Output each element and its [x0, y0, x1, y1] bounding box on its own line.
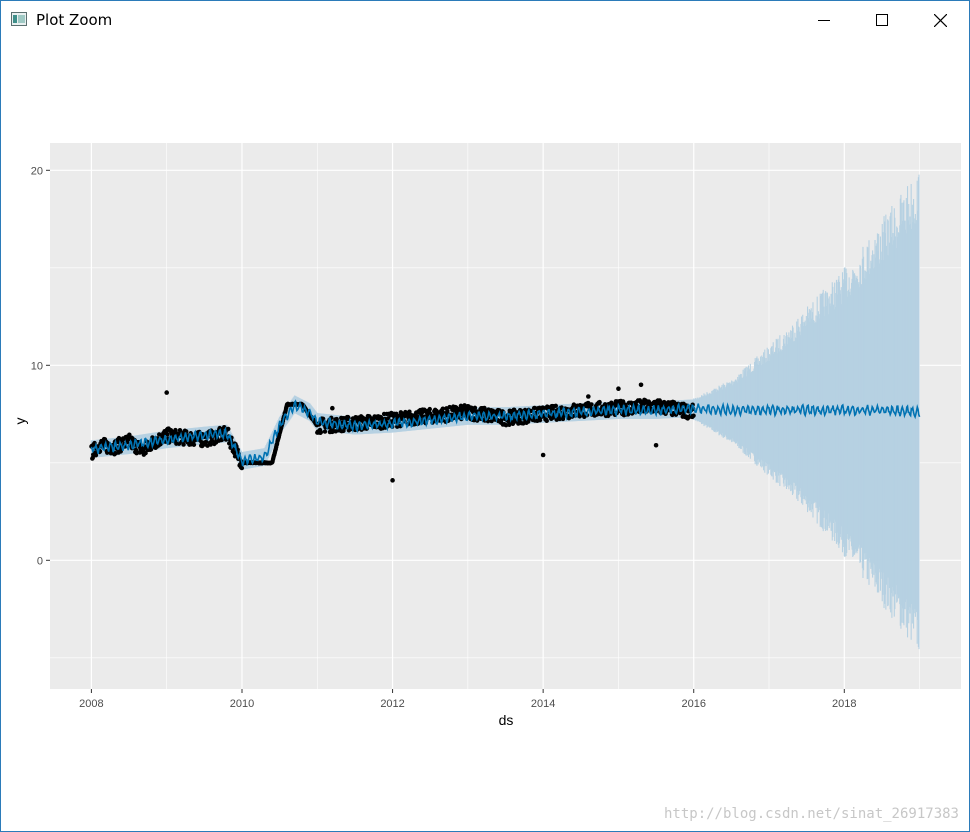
- observed-point: [181, 442, 186, 447]
- y-tick-label: 20: [31, 165, 43, 177]
- forecast-line: [90, 399, 921, 467]
- observed-point: [165, 432, 170, 437]
- maximize-icon: [876, 14, 888, 26]
- outlier-point: [653, 442, 659, 448]
- observed-point: [208, 442, 213, 447]
- observed-point: [318, 430, 324, 435]
- major-grid: [50, 143, 961, 689]
- title-bar[interactable]: Plot Zoom: [1, 1, 969, 39]
- y-axis: 0 10 20: [31, 165, 50, 567]
- x-tick-label: 2016: [681, 698, 705, 710]
- observed-point: [341, 428, 346, 434]
- observed-point: [143, 450, 148, 456]
- minimize-icon: [818, 20, 830, 21]
- observed-point: [589, 402, 594, 407]
- outlier-point: [330, 405, 335, 411]
- outlier-point: [586, 394, 591, 399]
- observed-point: [239, 465, 245, 471]
- x-axis: 2008 2010 2012 2014 2016 2018: [79, 689, 857, 710]
- app-icon: [11, 12, 27, 26]
- observed-point: [447, 404, 452, 410]
- x-tick-label: 2010: [230, 698, 254, 710]
- x-tick-label: 2012: [380, 698, 404, 710]
- observed-point: [427, 406, 432, 412]
- observed-point: [231, 450, 237, 456]
- observed-point: [553, 403, 558, 408]
- close-button[interactable]: [911, 1, 969, 39]
- observed-point: [173, 427, 178, 433]
- outlier-point: [638, 382, 644, 388]
- outlier-point: [164, 390, 169, 395]
- observed-point: [322, 429, 328, 434]
- observed-point: [232, 454, 238, 459]
- observed-point: [506, 419, 512, 424]
- observed-point: [191, 442, 197, 447]
- observed-point: [226, 426, 231, 432]
- observed-point: [507, 422, 512, 427]
- observed-point: [472, 405, 478, 411]
- observed-point: [537, 417, 543, 423]
- observed-point: [440, 406, 446, 411]
- watermark-text: http://blog.csdn.net/sinat_26917383: [663, 806, 959, 822]
- observed-point: [385, 416, 391, 421]
- x-axis-label: ds: [499, 712, 514, 728]
- y-tick-label: 10: [31, 360, 43, 372]
- close-icon: [933, 13, 947, 27]
- observed-point: [203, 439, 209, 444]
- maximize-button[interactable]: [853, 1, 911, 39]
- forecast-chart: 2008 2010 2012 2014 2016 2018 0 10 20 ds y: [12, 143, 961, 728]
- observed-point: [544, 418, 549, 424]
- x-tick-label: 2014: [531, 698, 555, 710]
- observed-point: [597, 399, 602, 405]
- outlier-point: [390, 478, 395, 483]
- observed-point: [127, 432, 132, 437]
- outlier-point: [616, 386, 621, 392]
- plot-area: 2008 2010 2012 2014 2016 2018 0 10 20 ds y: [1, 39, 969, 764]
- y-axis-label: y: [12, 418, 28, 425]
- minimize-button[interactable]: [795, 1, 853, 39]
- x-tick-label: 2008: [79, 698, 103, 710]
- window-title: Plot Zoom: [36, 11, 113, 29]
- observed-point: [334, 416, 339, 422]
- y-tick-label: 0: [37, 555, 43, 567]
- forecast-path: [90, 399, 921, 467]
- outlier-point: [540, 452, 546, 458]
- x-tick-label: 2018: [832, 698, 856, 710]
- observed-point: [691, 413, 696, 418]
- observed-point: [620, 399, 626, 404]
